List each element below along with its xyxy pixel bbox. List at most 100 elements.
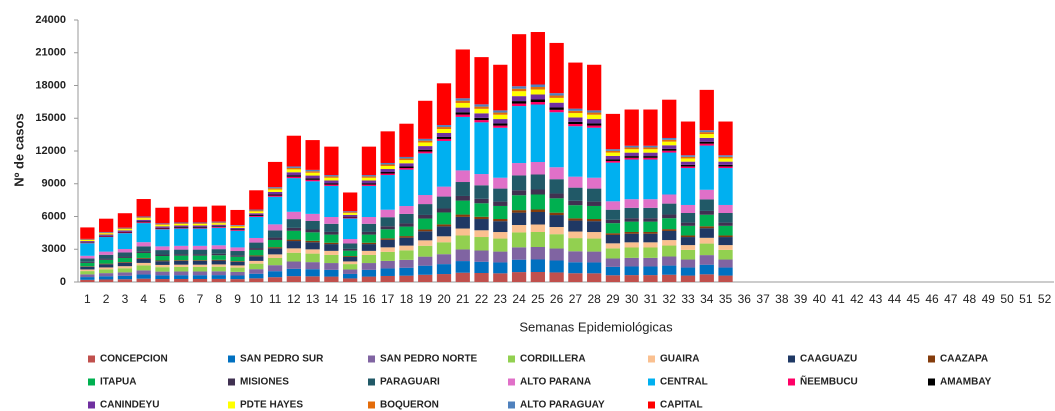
bar-segment — [511, 212, 527, 226]
bar-segment — [155, 229, 170, 247]
legend-swatch — [928, 355, 935, 363]
bar-segment — [699, 226, 714, 229]
bar-segment — [605, 223, 621, 234]
bar-segment — [249, 278, 264, 282]
bar-segment — [211, 223, 226, 225]
bar-segment — [99, 279, 114, 282]
bar-segment — [568, 262, 583, 274]
bar-segment — [455, 107, 470, 113]
bar-segment — [605, 258, 621, 267]
bar-segment — [493, 125, 508, 128]
bar-segment — [643, 147, 658, 150]
bar-segment — [286, 135, 301, 167]
bar-segment — [211, 253, 226, 256]
bar-segment — [211, 275, 226, 279]
bar-segment — [192, 223, 208, 226]
x-tick-label: 42 — [850, 292, 864, 306]
bar-segment — [230, 229, 245, 231]
bar-segment — [155, 246, 170, 251]
bar-segment — [343, 248, 358, 251]
bar-segment — [436, 224, 452, 227]
bar-segment — [117, 266, 133, 269]
bar-segment — [343, 211, 358, 213]
bar-segment — [267, 224, 283, 231]
legend-swatch — [788, 378, 795, 386]
bar-segment — [155, 224, 170, 225]
legend-swatch — [508, 355, 515, 363]
bar-segment — [718, 158, 733, 162]
bar-segment — [324, 242, 339, 245]
x-tick-label: 41 — [831, 292, 845, 306]
bar-segment — [286, 169, 301, 173]
bar-segment — [624, 147, 639, 150]
bar-segment — [174, 223, 189, 224]
bar-segment — [605, 209, 621, 220]
bar-segment — [211, 227, 226, 246]
legend-swatch — [648, 401, 655, 409]
bar-segment — [568, 113, 583, 118]
bar-segment — [155, 226, 170, 228]
bar-segment — [399, 160, 414, 164]
bar-segment — [249, 249, 264, 256]
bar-segment — [511, 190, 527, 196]
bar-segment — [680, 249, 696, 260]
bar-segment — [699, 255, 714, 265]
bar-segment — [511, 91, 527, 97]
bar-segment — [99, 259, 114, 264]
bar-segment — [361, 263, 377, 270]
bar-segment — [718, 235, 733, 238]
bar-segment — [155, 260, 170, 262]
bar-segment — [399, 236, 414, 238]
bar-segment — [399, 158, 414, 161]
bar-segment — [699, 274, 714, 282]
bar-segment — [99, 233, 114, 235]
bar-segment — [662, 240, 677, 246]
bar-segment — [343, 264, 358, 270]
bar-segment — [549, 234, 564, 249]
bar-segment — [174, 245, 189, 250]
bar-segment — [436, 196, 452, 209]
bar-segment — [699, 145, 714, 190]
bar-segment — [624, 149, 639, 153]
bar-segment — [99, 231, 114, 233]
x-tick-label: 10 — [250, 292, 264, 306]
bar-segment — [324, 244, 339, 251]
x-tick-label: 11 — [269, 292, 282, 306]
bar-segment — [192, 223, 208, 224]
legend-swatch — [508, 401, 515, 409]
bar-segment — [587, 114, 602, 120]
bar-segment — [399, 123, 414, 157]
bar-segment — [380, 260, 395, 269]
bar-segment — [436, 125, 452, 128]
bar-segment — [436, 208, 452, 213]
bar-segment — [455, 249, 470, 262]
bar-segment — [587, 205, 602, 219]
bar-segment — [662, 274, 677, 282]
bar-segment — [455, 272, 470, 282]
bar-segment — [418, 245, 433, 257]
bar-segment — [699, 214, 714, 227]
bar-segment — [605, 266, 621, 276]
bar-segment — [455, 235, 470, 250]
bar-segment — [587, 119, 602, 124]
bar-segment — [662, 141, 677, 146]
bar-segment — [230, 230, 245, 231]
bar-segment — [680, 168, 696, 205]
bar-segment — [211, 245, 226, 250]
bar-segment — [361, 184, 377, 186]
bar-segment — [511, 101, 527, 104]
bar-segment — [474, 219, 489, 231]
bar-segment — [511, 210, 527, 213]
bar-segment — [587, 125, 602, 128]
bar-segment — [587, 232, 602, 239]
bar-segment — [549, 212, 564, 216]
bar-segment — [155, 223, 170, 225]
bar-segment — [117, 252, 133, 257]
x-tick-label: 29 — [606, 292, 620, 306]
bar-segment — [267, 196, 283, 225]
bar-segment — [324, 146, 339, 176]
x-tick-label: 4 — [140, 292, 147, 306]
legend-label: ITAPUA — [100, 377, 136, 388]
bar-segment — [380, 164, 395, 166]
bar-segment — [136, 258, 151, 263]
